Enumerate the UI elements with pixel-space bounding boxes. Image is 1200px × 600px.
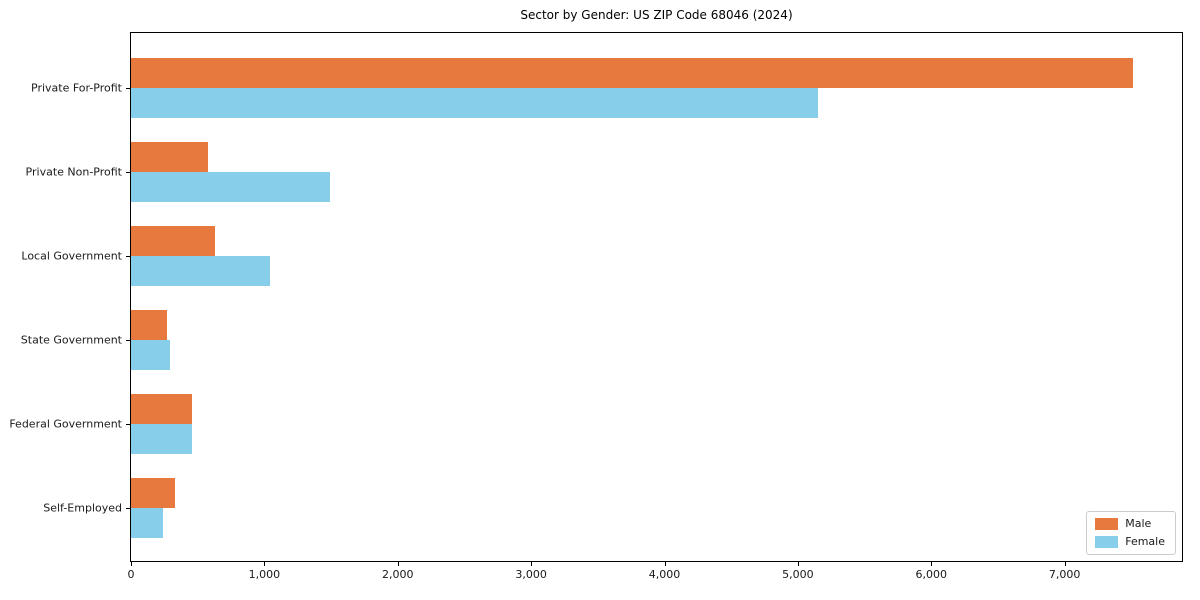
- x-tick-label-0: 0: [127, 568, 135, 581]
- bar-male-4: [131, 394, 193, 424]
- y-tick-mark: [126, 256, 130, 257]
- x-tick-mark: [797, 562, 799, 566]
- y-tick-mark: [126, 508, 130, 509]
- plot-area: Male Female: [130, 32, 1183, 562]
- x-tick-label-6: 6,000: [915, 568, 948, 581]
- y-tick-label-5: Self-Employed: [43, 501, 122, 515]
- bar-male-1: [131, 142, 208, 172]
- bar-male-3: [131, 310, 167, 340]
- x-tick-label-4: 4,000: [648, 568, 681, 581]
- bar-male-5: [131, 478, 175, 508]
- bar-male-2: [131, 226, 215, 256]
- x-tick-label-1: 1,000: [248, 568, 281, 581]
- bar-female-0: [131, 88, 818, 118]
- x-tick-mark: [664, 562, 666, 566]
- bar-female-1: [131, 172, 330, 202]
- y-tick-label-4: Federal Government: [9, 417, 122, 431]
- bar-male-0: [131, 58, 1133, 88]
- y-tick-mark: [126, 88, 130, 89]
- legend-item-female: Female: [1095, 536, 1165, 548]
- x-tick-label-3: 3,000: [515, 568, 547, 581]
- x-tick-mark: [1064, 562, 1066, 566]
- y-tick-label-1: Private Non-Profit: [25, 165, 122, 179]
- x-tick-mark: [131, 562, 132, 566]
- male-color-swatch: [1095, 518, 1119, 530]
- x-tick-label-2: 2,000: [382, 568, 414, 581]
- legend: Male Female: [1086, 511, 1176, 555]
- bar-female-5: [131, 508, 163, 538]
- legend-item-male: Male: [1095, 518, 1165, 530]
- bar-female-3: [131, 340, 170, 370]
- y-tick-label-3: State Government: [20, 333, 122, 347]
- y-tick-mark: [126, 424, 130, 425]
- female-color-swatch: [1095, 536, 1119, 548]
- y-tick-label-0: Private For-Profit: [31, 81, 122, 95]
- chart-title: Sector by Gender: US ZIP Code 68046 (202…: [520, 8, 793, 22]
- bar-female-2: [131, 256, 270, 286]
- y-tick-label-2: Local Government: [21, 249, 122, 263]
- y-tick-mark: [126, 172, 130, 173]
- x-tick-mark: [264, 562, 266, 566]
- legend-label-male: Male: [1125, 517, 1152, 530]
- y-tick-mark: [126, 340, 130, 341]
- x-tick-mark: [531, 562, 533, 566]
- legend-label-female: Female: [1125, 535, 1165, 548]
- x-tick-label-7: 7,000: [1048, 568, 1081, 581]
- x-tick-mark: [397, 562, 399, 566]
- bar-female-4: [131, 424, 193, 454]
- x-tick-mark: [931, 562, 933, 566]
- x-tick-label-5: 5,000: [782, 568, 814, 581]
